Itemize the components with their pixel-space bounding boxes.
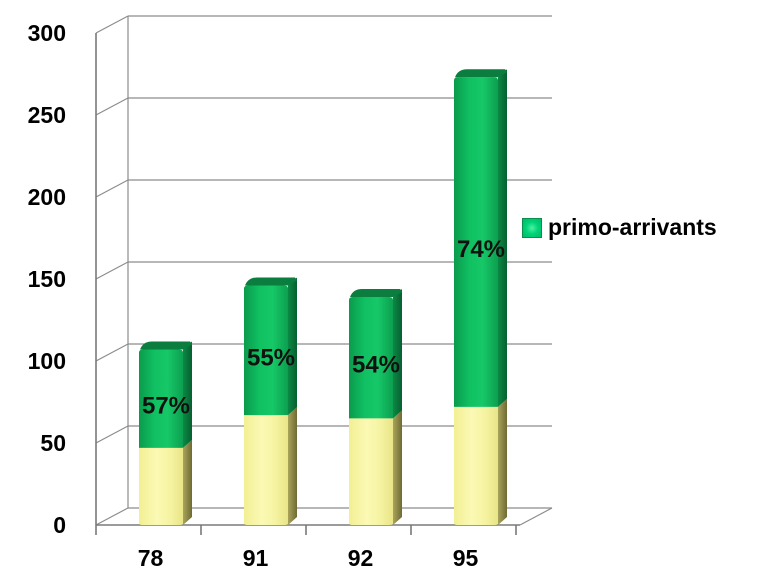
bar-segment bbox=[244, 285, 288, 416]
data-label: 54% bbox=[352, 352, 400, 379]
bar-side bbox=[393, 410, 402, 525]
bar-side bbox=[393, 289, 402, 419]
bar-segment bbox=[454, 406, 498, 525]
gridline-depth bbox=[95, 425, 129, 444]
axes: 0 50 100 150 200 250 300 78 91 92 95 bbox=[28, 16, 520, 571]
gridline-depth bbox=[95, 261, 129, 280]
bar-top bbox=[455, 69, 507, 78]
floor-right-edge bbox=[519, 507, 553, 526]
bar-side bbox=[288, 407, 297, 525]
y-tick-label: 150 bbox=[28, 266, 66, 292]
bar-top bbox=[140, 341, 192, 350]
bar-segment bbox=[454, 77, 498, 407]
bar-side bbox=[498, 69, 507, 407]
data-label: 74% bbox=[457, 236, 505, 263]
bar-side bbox=[183, 341, 192, 448]
y-tick-label: 250 bbox=[28, 102, 66, 128]
x-tick-label: 78 bbox=[138, 545, 164, 571]
legend-swatch bbox=[522, 217, 542, 238]
legend: primo-arrivants bbox=[522, 214, 717, 241]
y-tick-label: 300 bbox=[28, 20, 66, 46]
bar-side bbox=[288, 277, 297, 416]
bar-segment bbox=[349, 418, 393, 525]
bar-top bbox=[350, 289, 402, 298]
y-tick-label: 0 bbox=[53, 512, 66, 538]
bar-segment bbox=[244, 415, 288, 525]
data-label: 55% bbox=[247, 344, 295, 371]
bar-segment bbox=[139, 349, 183, 448]
gridline-depth bbox=[95, 179, 129, 198]
gridline-depth bbox=[95, 507, 129, 526]
bar-side bbox=[183, 439, 192, 525]
y-tick-label: 50 bbox=[40, 430, 66, 456]
x-tick-label: 91 bbox=[243, 545, 269, 571]
bar-top bbox=[245, 277, 297, 286]
y-tick-label: 100 bbox=[28, 348, 66, 374]
bar-segment bbox=[349, 297, 393, 419]
y-tick-label: 200 bbox=[28, 184, 66, 210]
gridline-depth bbox=[95, 343, 129, 362]
gridline-depth bbox=[95, 15, 129, 34]
labels: 57% 55% 54% 74% bbox=[142, 236, 505, 420]
bar-segment bbox=[139, 447, 183, 525]
legend-label: primo-arrivants bbox=[548, 214, 717, 240]
x-tick-label: 92 bbox=[348, 545, 374, 571]
gridline-depth bbox=[95, 97, 129, 116]
bars bbox=[139, 69, 507, 525]
bar-side bbox=[498, 398, 507, 525]
data-label: 57% bbox=[142, 393, 190, 420]
x-tick-label: 95 bbox=[453, 545, 479, 571]
